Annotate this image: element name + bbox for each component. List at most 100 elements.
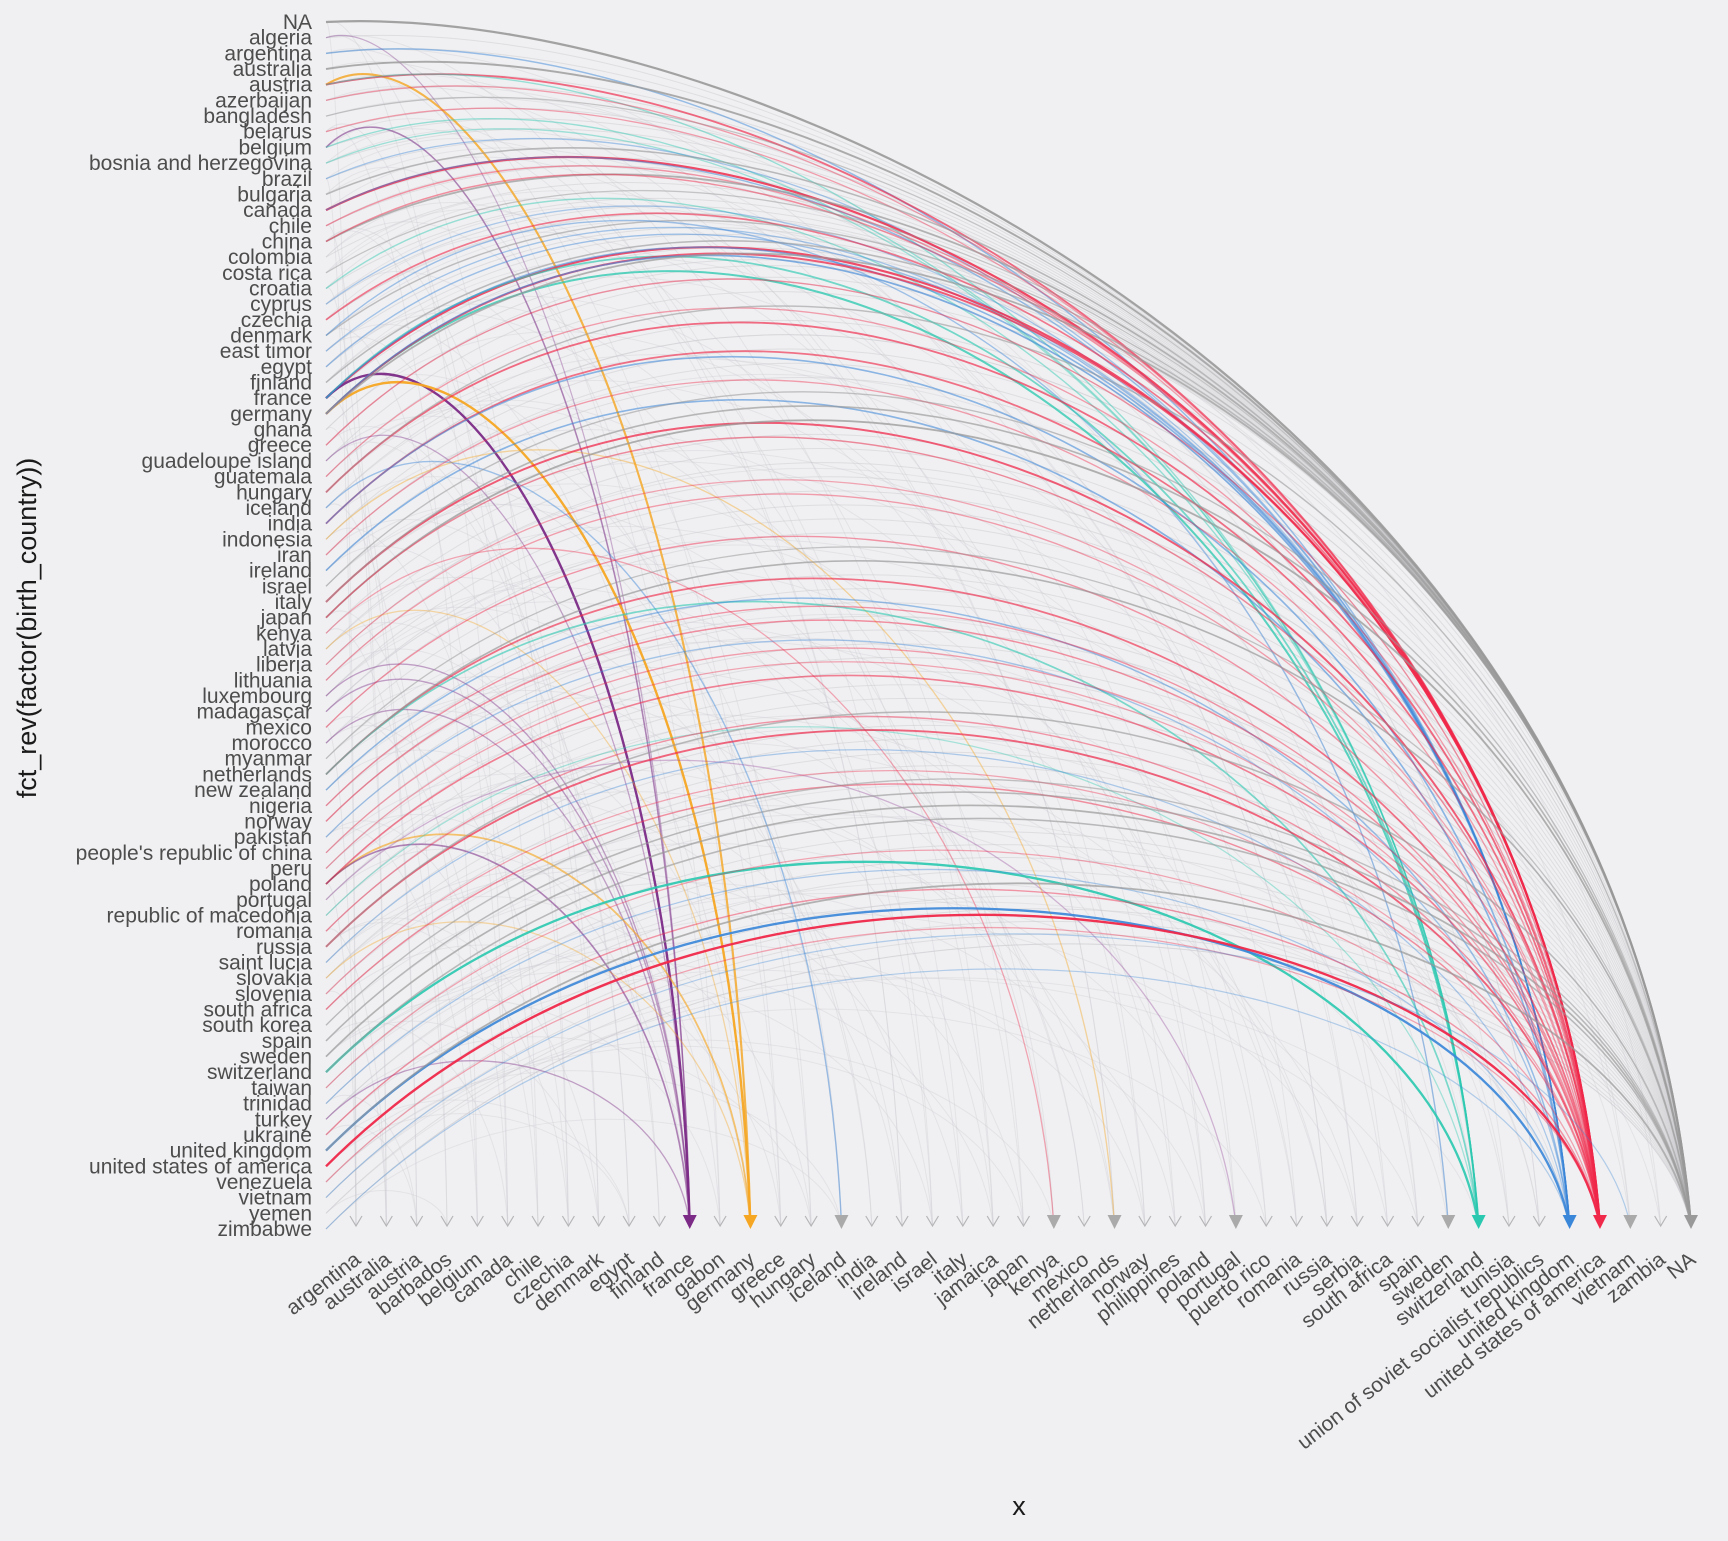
ghost-arc xyxy=(325,348,1692,1226)
ghost-arc xyxy=(325,714,1540,1226)
ghost-arc xyxy=(325,998,721,1226)
arrow-head-iceland xyxy=(834,1215,849,1229)
flow-arc-saint-lucia-to-united-kingdom xyxy=(325,749,1571,1226)
y-tick-japan: japan xyxy=(260,607,312,630)
ghost-arc xyxy=(325,690,994,1226)
flow-arc-netherlands-to-switzerland xyxy=(325,600,1480,1226)
arrow-head-greece xyxy=(774,1215,788,1228)
ghost-arc xyxy=(325,971,933,1226)
y-tick-spain: spain xyxy=(262,1030,312,1053)
arrow-head-tunisia xyxy=(1502,1215,1516,1228)
ghost-arc xyxy=(325,977,1480,1226)
ghost-arc xyxy=(325,893,1389,1226)
ghost-arc xyxy=(325,1190,448,1226)
y-tick-romania: romania xyxy=(236,920,312,943)
arrow-head-russia xyxy=(1320,1215,1334,1228)
y-tick-portugal: portugal xyxy=(236,889,312,912)
y-tick-trinidad: trinidad xyxy=(243,1093,312,1116)
ghost-arc xyxy=(325,773,933,1226)
arrow-head-mexico xyxy=(1077,1215,1091,1228)
flow-arc-bosnia-and-herzegovina-to-switzerland xyxy=(325,128,1480,1226)
ghost-arc xyxy=(325,628,448,1226)
ghost-arc xyxy=(325,814,1449,1226)
y-tick-new-zealand: new zealand xyxy=(194,779,312,802)
ghost-arc xyxy=(325,728,1540,1226)
arrow-head-puerto-rico xyxy=(1259,1215,1273,1228)
y-tick-bulgaria: bulgaria xyxy=(237,183,312,206)
y-tick-australia: australia xyxy=(233,58,313,81)
y-tick-guadeloupe-island: guadeloupe island xyxy=(142,450,312,473)
ghost-arc xyxy=(325,714,1328,1226)
ghost-arc xyxy=(325,724,569,1226)
ghost-arc xyxy=(325,586,1085,1226)
y-tick-china: china xyxy=(262,230,313,253)
ghost-arc xyxy=(325,202,964,1226)
ghost-arc xyxy=(325,820,539,1226)
flow-arc-hungary-to-na xyxy=(325,305,1692,1226)
ghost-arc xyxy=(325,518,751,1226)
flow-arc-switzerland-to-na xyxy=(325,817,1692,1226)
y-tick-kenya: kenya xyxy=(256,622,312,645)
arrow-head-egypt xyxy=(622,1215,636,1228)
y-tick-people-s-republic-of-china: people's republic of china xyxy=(76,842,313,865)
arrow-head-philippines xyxy=(1168,1215,1182,1228)
flow-arc-belgium-to-france xyxy=(325,126,691,1226)
ghost-arc xyxy=(325,1020,600,1226)
ghost-arc xyxy=(325,156,1146,1226)
y-tick-germany: germany xyxy=(230,403,312,426)
flow-arc-taiwan-to-united-states-of-america xyxy=(325,849,1601,1226)
flow-arc-france-to-switzerland xyxy=(325,255,1480,1226)
ghost-arc xyxy=(325,545,660,1226)
ghost-arc xyxy=(325,503,448,1226)
y-tick-ghana: ghana xyxy=(254,419,313,442)
y-tick-bosnia-and-herzegovina: bosnia and herzegovina xyxy=(89,152,312,175)
arrow-head-israel xyxy=(925,1215,939,1228)
ghost-arc xyxy=(325,1036,812,1226)
ghost-arc xyxy=(325,791,1146,1226)
ghost-arc xyxy=(325,319,1692,1226)
ghost-arc xyxy=(325,303,994,1226)
ghost-arc xyxy=(325,563,1298,1226)
arrow-head-netherlands xyxy=(1107,1215,1122,1229)
ghost-arc xyxy=(325,867,964,1226)
y-tick-lithuania: lithuania xyxy=(234,669,313,692)
ghost-arc xyxy=(325,96,1631,1226)
flow-arc-netherlands-to-na xyxy=(325,560,1692,1226)
ghost-arc xyxy=(325,73,721,1226)
flow-arc-south-africa-to-united-states-of-america xyxy=(325,783,1601,1226)
flow-arc-italy-to-united-states-of-america xyxy=(325,421,1601,1226)
flow-arc-austria-to-germany xyxy=(325,73,752,1226)
ghost-arc xyxy=(325,73,1206,1226)
ghost-arc xyxy=(325,933,1692,1226)
flow-arc-japan-to-na xyxy=(325,419,1692,1226)
arrow-head-na xyxy=(1684,1215,1698,1229)
y-tick-ireland: ireland xyxy=(249,560,312,583)
y-tick-latvia: latvia xyxy=(263,638,312,661)
ghost-arc xyxy=(325,532,1692,1226)
ghost-arc xyxy=(325,943,1692,1230)
y-tick-ukraine: ukraine xyxy=(243,1124,312,1147)
flow-arc-liberia-to-united-states-of-america xyxy=(325,479,1601,1226)
flow-arc-united-states-of-america-to-united-states-of-america xyxy=(325,913,1602,1226)
ghost-arc xyxy=(325,716,509,1226)
ghost-arc xyxy=(325,615,1692,1226)
arrow-head-united-states-of-america xyxy=(1592,1215,1607,1229)
ghost-arc xyxy=(325,917,600,1226)
flow-arc-kenya-to-kenya xyxy=(325,547,1055,1226)
ghost-arc xyxy=(325,373,1631,1226)
ghost-arc xyxy=(325,606,873,1226)
arrow-head-spain xyxy=(1411,1215,1425,1228)
y-tick-czechia: czechia xyxy=(241,309,313,332)
flow-arc-india-to-united-states-of-america xyxy=(325,350,1601,1226)
y-tick-venezuela: venezuela xyxy=(216,1171,312,1194)
arrow-head-ireland xyxy=(895,1215,909,1228)
y-tick-pakistan: pakistan xyxy=(234,826,312,849)
ghost-arc xyxy=(325,450,1449,1226)
y-tick-slovenia: slovenia xyxy=(235,983,312,1006)
ghost-arc xyxy=(325,742,1328,1226)
ghost-arc xyxy=(325,920,1692,1226)
y-tick-israel: israel xyxy=(262,575,312,598)
ghost-arc xyxy=(325,374,812,1226)
ghost-arc xyxy=(325,448,1692,1226)
